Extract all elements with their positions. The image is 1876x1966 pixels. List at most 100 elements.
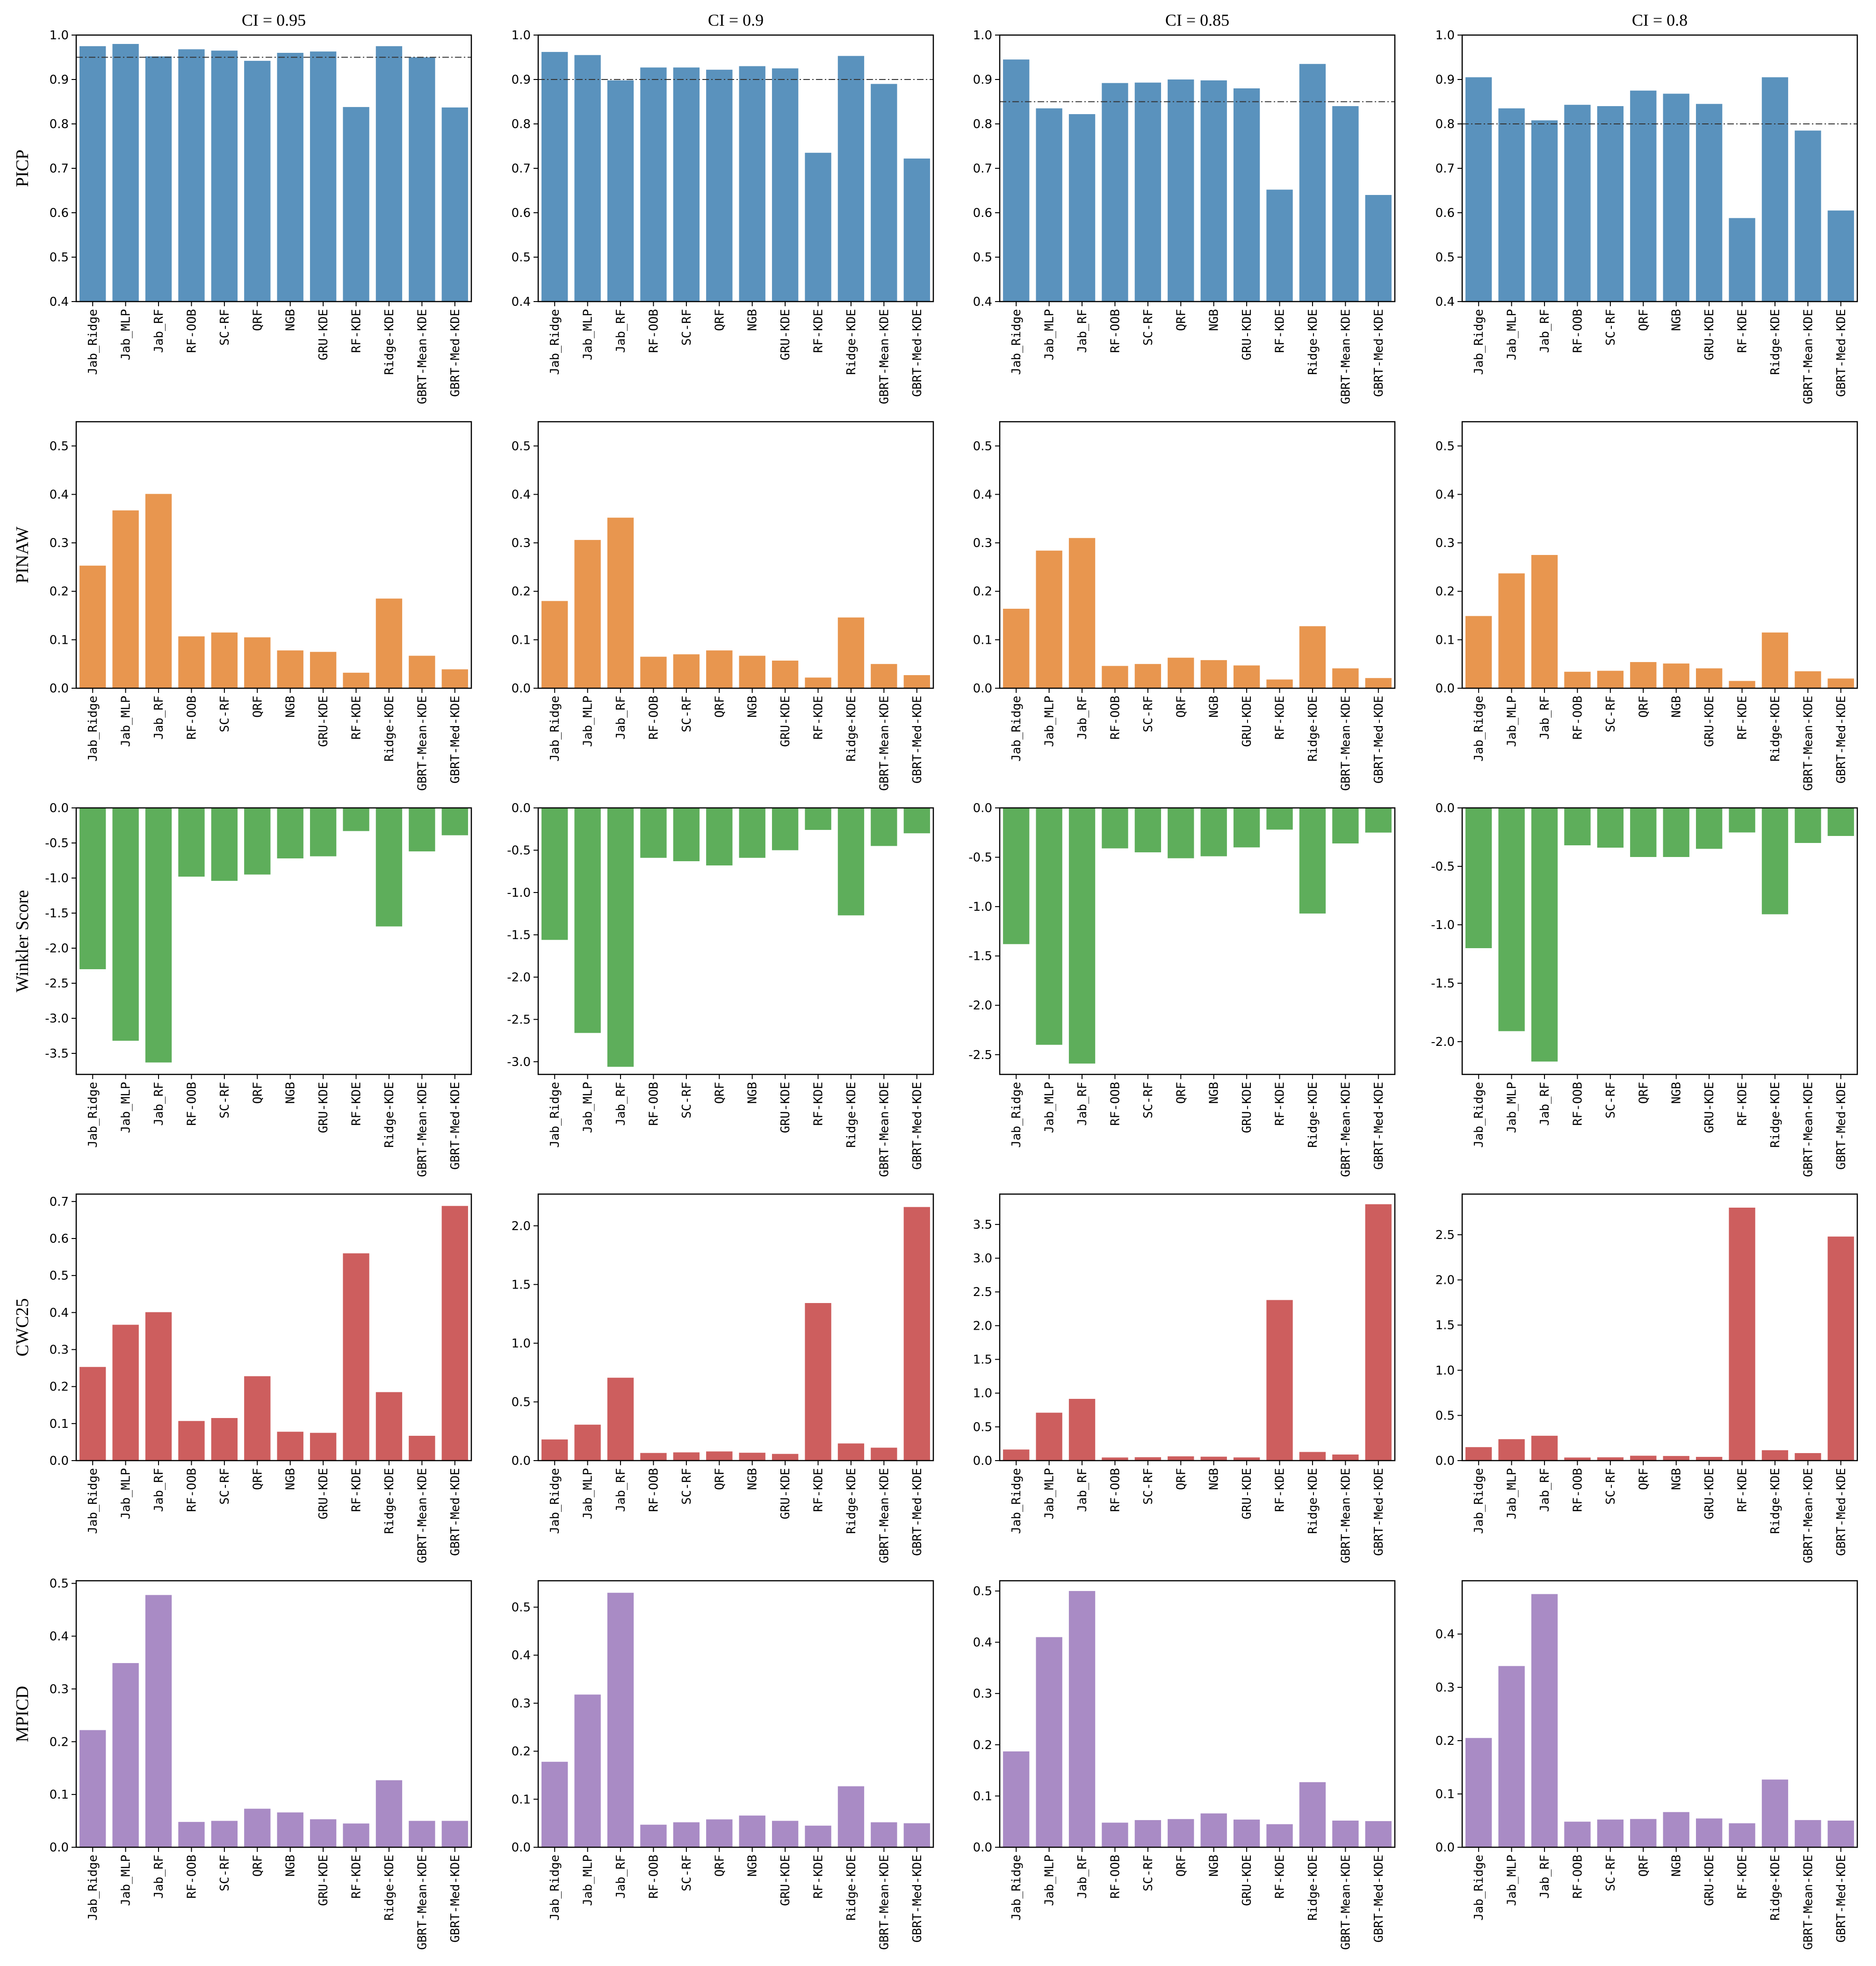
y-tick-label: 1.5 (973, 1353, 992, 1367)
bar (1827, 1236, 1854, 1461)
x-tick-label: Jab_RF (152, 696, 166, 740)
x-tick-label: GBRT-Med-KDE (910, 696, 924, 784)
bar (178, 636, 205, 688)
bar (1299, 1782, 1326, 1847)
x-tick-label: RF-OOB (647, 309, 661, 353)
x-tick-label: GBRT-Mean-KDE (1339, 696, 1353, 791)
x-tick-label: QRF (1174, 696, 1188, 718)
x-tick-label: NGB (1207, 1855, 1221, 1877)
y-tick-label: 0.0 (512, 801, 531, 815)
y-tick-label: 0.0 (973, 1454, 992, 1468)
panel-pinaw-2: 0.0 0.1 0.2 0.3 0.4 0.5 Jab_Ridge Jab_MLP Jab_RF… (512, 421, 934, 791)
bar (112, 44, 139, 302)
y-tick-label: 1.0 (50, 29, 69, 43)
x-tick-label: Ridge-KDE (844, 309, 859, 375)
x-tick-label: RF-KDE (1736, 1082, 1750, 1126)
column-title: CI = 0.8 (1632, 11, 1688, 29)
bar (871, 84, 897, 302)
x-tick-label: GRU-KDE (317, 1082, 331, 1133)
bar (1365, 195, 1392, 302)
x-tick-label: Jab_MLP (1043, 1082, 1057, 1133)
y-tick-label: 0.4 (512, 1649, 531, 1663)
y-tick-label: 0.3 (512, 536, 531, 550)
x-tick-label: SC-RF (218, 696, 232, 732)
bar (541, 52, 568, 302)
x-tick-label: GRU-KDE (1703, 1082, 1717, 1133)
x-tick-label: Jab_Ridge (1472, 309, 1486, 375)
x-tick-label: GRU-KDE (779, 309, 793, 360)
bar (1233, 1457, 1260, 1461)
x-tick-label: Jab_Ridge (1010, 1855, 1024, 1921)
bar (1498, 108, 1525, 302)
y-tick-label: 1.0 (512, 29, 531, 43)
x-tick-label: NGB (1670, 696, 1684, 718)
x-tick-label: RF-OOB (1571, 1468, 1585, 1512)
panel-winkler-score-1: 0.0 -0.5 -1.0 -1.5 -2.0 -2.5 -3.0 -3.5 Jab_Ridge… (45, 801, 472, 1177)
x-tick-label: Ridge-KDE (1768, 1468, 1782, 1534)
bar (837, 1786, 865, 1847)
x-tick-label: GBRT-Mean-KDE (877, 1855, 891, 1950)
y-tick-label: 0.4 (1436, 295, 1455, 309)
bar (607, 1377, 634, 1461)
y-tick-label: 0.5 (512, 251, 531, 265)
y-tick-label: 0.1 (50, 1417, 69, 1431)
x-tick-label: GBRT-Med-KDE (910, 1468, 924, 1556)
x-tick-label: GRU-KDE (1703, 696, 1717, 747)
y-tick-label: 1.5 (1436, 1318, 1455, 1332)
panel-picp-1: 0.4 0.5 0.6 0.7 0.8 0.9 1.0 Jab_Ridge Jab_MLP Jab… (50, 29, 472, 404)
y-tick-label: 2.0 (973, 1319, 992, 1333)
panel-mpicd-2: 0.0 0.1 0.2 0.3 0.4 0.5 Jab_Ridge Jab_MLP Jab_RF… (512, 1580, 934, 1950)
y-tick-label: 2.0 (1436, 1274, 1455, 1288)
bar (640, 1453, 667, 1461)
y-tick-label: 0.5 (973, 439, 992, 454)
y-tick-label: 0.1 (512, 1793, 531, 1807)
bar (1134, 808, 1162, 852)
bar (1102, 1822, 1128, 1847)
bar (541, 1439, 568, 1461)
bar (277, 1432, 303, 1461)
x-tick-label: Jab_Ridge (1472, 1855, 1486, 1921)
x-tick-label: Jab_RF (1538, 1082, 1552, 1126)
y-tick-label: -1.5 (968, 950, 992, 964)
bar (441, 107, 468, 302)
x-tick-label: Jab_MLP (119, 1468, 133, 1520)
y-tick-label: 2.5 (1436, 1228, 1455, 1242)
x-tick-label: GBRT-Mean-KDE (877, 1082, 891, 1177)
bar (1003, 59, 1030, 302)
bar (1134, 1457, 1162, 1461)
x-tick-label: RF-OOB (1571, 1855, 1585, 1899)
x-tick-label: GBRT-Med-KDE (448, 309, 462, 397)
bar (1531, 1435, 1558, 1461)
y-tick-label: 0.1 (1436, 1787, 1455, 1801)
y-tick-label: 0.1 (973, 1789, 992, 1803)
x-tick-label: Jab_RF (1075, 1468, 1090, 1512)
bar (1696, 104, 1723, 302)
y-tick-label: 0.9 (512, 73, 531, 87)
x-tick-label: GBRT-Med-KDE (1834, 1468, 1848, 1556)
y-tick-label: -0.5 (1431, 860, 1455, 874)
bar (673, 1452, 700, 1461)
axes-frame (537, 807, 934, 1075)
bar (640, 808, 667, 858)
x-tick-label: Jab_RF (614, 1468, 628, 1512)
x-tick-label: GRU-KDE (1703, 1468, 1717, 1520)
x-tick-label: RF-OOB (647, 1468, 661, 1512)
metric-label: PINAW (13, 526, 32, 583)
y-tick-label: 0.3 (1436, 536, 1455, 550)
x-tick-label: GBRT-Med-KDE (1372, 1855, 1386, 1943)
bar (1498, 573, 1525, 688)
x-tick-label: RF-OOB (185, 1082, 199, 1126)
axes-frame (75, 1580, 472, 1848)
x-tick-label: RF-KDE (812, 1082, 826, 1126)
x-tick-label: Jab_MLP (1043, 309, 1057, 360)
y-tick-label: -2.0 (968, 999, 992, 1013)
y-tick-label: -3.5 (45, 1047, 69, 1061)
bar (1200, 1456, 1227, 1461)
bar (1365, 678, 1392, 688)
bar (1003, 1449, 1030, 1461)
y-tick-label: 0.4 (512, 295, 531, 309)
x-tick-label: Jab_RF (1075, 1082, 1090, 1126)
y-tick-label: -3.0 (45, 1012, 69, 1026)
x-tick-label: SC-RF (218, 1468, 232, 1505)
bar (1102, 83, 1128, 302)
